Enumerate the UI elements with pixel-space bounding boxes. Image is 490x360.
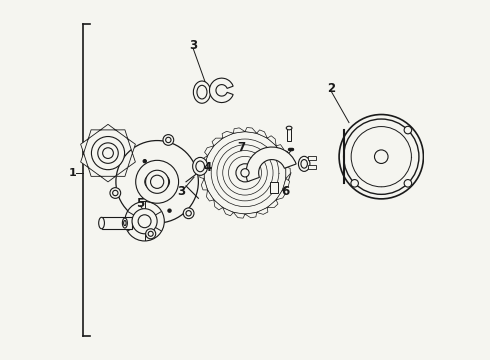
Circle shape xyxy=(343,119,419,194)
FancyBboxPatch shape xyxy=(270,182,278,193)
Wedge shape xyxy=(210,78,233,103)
Polygon shape xyxy=(214,200,222,210)
Circle shape xyxy=(236,164,254,182)
Polygon shape xyxy=(257,130,268,138)
Polygon shape xyxy=(245,212,257,218)
Circle shape xyxy=(143,159,147,163)
Circle shape xyxy=(183,208,194,219)
Polygon shape xyxy=(81,153,88,167)
Circle shape xyxy=(404,180,412,187)
Polygon shape xyxy=(116,167,128,176)
Circle shape xyxy=(163,135,174,145)
Circle shape xyxy=(166,137,171,143)
Circle shape xyxy=(132,209,157,234)
Text: 7: 7 xyxy=(237,141,245,154)
Polygon shape xyxy=(283,156,289,167)
Polygon shape xyxy=(81,139,88,153)
Circle shape xyxy=(223,150,267,195)
Polygon shape xyxy=(233,128,245,133)
Ellipse shape xyxy=(196,161,204,172)
Ellipse shape xyxy=(286,126,292,130)
Polygon shape xyxy=(205,146,214,156)
Circle shape xyxy=(168,209,171,212)
Circle shape xyxy=(204,132,286,214)
Polygon shape xyxy=(222,131,233,138)
Circle shape xyxy=(98,143,118,163)
Circle shape xyxy=(351,127,412,187)
Circle shape xyxy=(84,129,132,177)
Polygon shape xyxy=(212,138,222,146)
Text: 6: 6 xyxy=(281,185,290,198)
FancyBboxPatch shape xyxy=(309,156,317,160)
Ellipse shape xyxy=(197,85,207,99)
Ellipse shape xyxy=(193,157,208,175)
Polygon shape xyxy=(276,190,285,200)
Polygon shape xyxy=(101,217,132,229)
Circle shape xyxy=(150,175,164,188)
Circle shape xyxy=(110,188,121,198)
Polygon shape xyxy=(222,207,233,216)
Circle shape xyxy=(136,160,178,203)
Circle shape xyxy=(228,156,262,189)
Circle shape xyxy=(186,211,191,216)
Ellipse shape xyxy=(122,218,127,228)
Polygon shape xyxy=(100,124,116,130)
Polygon shape xyxy=(268,136,276,146)
Ellipse shape xyxy=(298,156,310,171)
Text: 3: 3 xyxy=(189,39,197,52)
Wedge shape xyxy=(246,147,296,182)
Ellipse shape xyxy=(301,159,307,168)
Polygon shape xyxy=(287,128,291,140)
Polygon shape xyxy=(233,212,245,218)
Polygon shape xyxy=(116,130,128,139)
Polygon shape xyxy=(128,139,135,153)
Polygon shape xyxy=(100,176,116,182)
Circle shape xyxy=(211,139,279,207)
Circle shape xyxy=(92,136,124,170)
Polygon shape xyxy=(199,167,204,179)
Polygon shape xyxy=(283,179,290,190)
Polygon shape xyxy=(200,156,207,167)
Polygon shape xyxy=(88,130,100,139)
Polygon shape xyxy=(201,179,207,190)
Text: 2: 2 xyxy=(327,82,335,95)
Polygon shape xyxy=(268,200,278,207)
Circle shape xyxy=(351,180,358,187)
Circle shape xyxy=(116,140,198,223)
Polygon shape xyxy=(245,127,257,133)
FancyBboxPatch shape xyxy=(309,165,317,169)
Circle shape xyxy=(146,229,156,239)
Circle shape xyxy=(241,169,249,177)
Polygon shape xyxy=(88,167,100,176)
Circle shape xyxy=(374,150,388,163)
Polygon shape xyxy=(128,153,135,167)
Polygon shape xyxy=(206,190,214,201)
Polygon shape xyxy=(257,207,268,214)
Text: 4: 4 xyxy=(203,161,212,174)
Circle shape xyxy=(217,145,273,201)
Circle shape xyxy=(148,231,153,236)
Text: 5: 5 xyxy=(136,197,145,210)
Circle shape xyxy=(404,126,412,134)
Text: 1: 1 xyxy=(68,168,76,178)
Circle shape xyxy=(125,202,164,241)
Ellipse shape xyxy=(194,81,211,103)
Ellipse shape xyxy=(145,173,170,191)
Circle shape xyxy=(138,215,151,228)
Ellipse shape xyxy=(98,217,104,229)
Circle shape xyxy=(102,148,113,158)
Text: 3: 3 xyxy=(177,185,185,198)
Ellipse shape xyxy=(123,221,126,226)
Polygon shape xyxy=(276,145,284,156)
Polygon shape xyxy=(286,167,291,179)
Circle shape xyxy=(113,190,118,196)
Circle shape xyxy=(146,170,169,193)
